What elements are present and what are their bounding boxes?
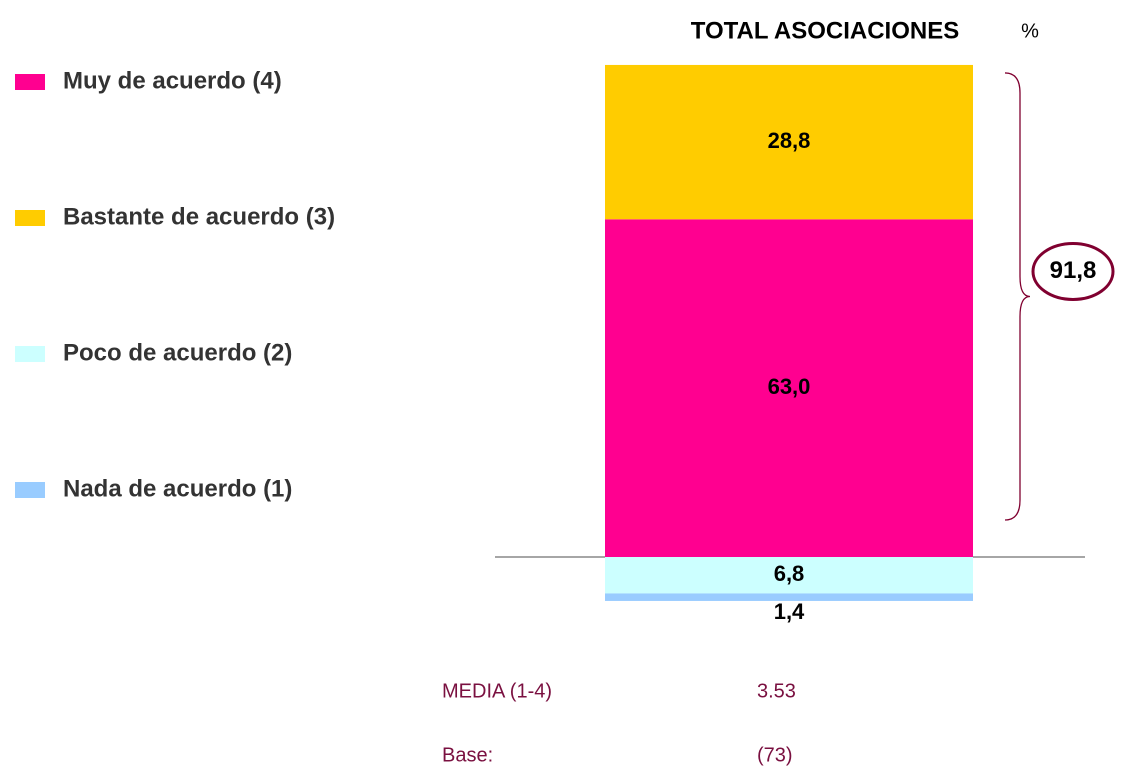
legend-swatch — [15, 482, 45, 498]
bar-segment — [605, 64, 973, 220]
total-oval — [1031, 241, 1115, 301]
footer-label: Base: — [442, 744, 493, 766]
bar-segment — [605, 219, 973, 557]
value-label: 6,8 — [774, 561, 805, 586]
legend-label: Muy de acuerdo (4) — [63, 67, 282, 94]
value-label: 28,8 — [768, 128, 811, 153]
chart-title: TOTAL ASOCIACIONES — [691, 17, 959, 44]
value-label: 1,4 — [774, 599, 805, 624]
legend-swatch — [15, 74, 45, 90]
legend-swatch — [15, 210, 45, 226]
value-label: 63,0 — [768, 374, 811, 399]
legend-label: Poco de acuerdo (2) — [63, 339, 292, 366]
bar-segment — [605, 557, 973, 594]
unit-label: % — [1021, 20, 1039, 42]
footer-label: MEDIA (1-4) — [442, 680, 552, 702]
total-label: 91,8 — [1050, 257, 1097, 284]
legend-swatch — [15, 346, 45, 362]
footer-value: 3.53 — [757, 680, 796, 702]
legend-label: Nada de acuerdo (1) — [63, 475, 292, 502]
legend-label: Bastante de acuerdo (3) — [63, 203, 335, 230]
total-brace — [1004, 72, 1031, 521]
footer-value: (73) — [757, 744, 793, 766]
bar-segment — [605, 593, 973, 601]
